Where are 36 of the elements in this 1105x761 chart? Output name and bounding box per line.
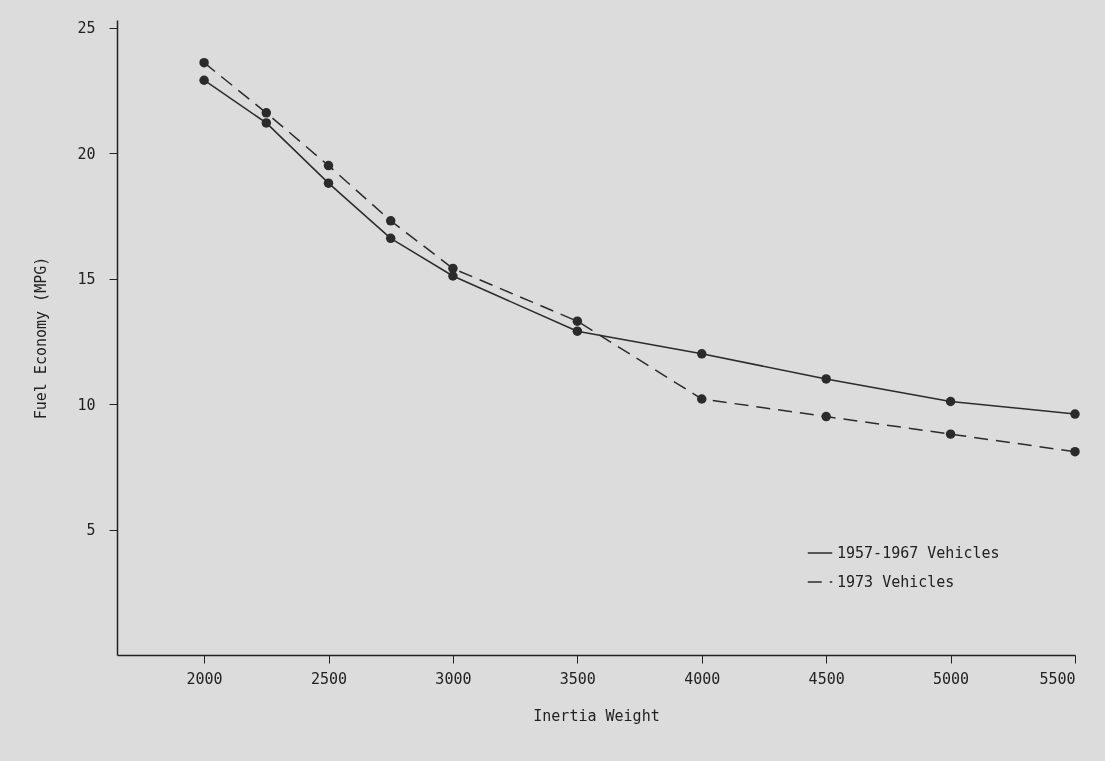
point (821, 374, 831, 384)
point (945, 396, 956, 407)
x-tick-label: 4500 (808, 669, 845, 688)
legend-label: 1957-1967 Vehicles (837, 544, 1000, 562)
point (199, 57, 209, 68)
point (697, 349, 707, 359)
x-tick-label: 3500 (559, 669, 596, 688)
legend-label: 1973 Vehicles (837, 573, 955, 591)
y-tick-label: 20 (77, 144, 96, 163)
y-tick-label: 15 (77, 270, 96, 289)
point (945, 429, 956, 439)
point (448, 263, 458, 274)
x-tick-label: 2500 (310, 669, 348, 688)
point (697, 394, 707, 404)
y-tick-label: 5 (86, 521, 96, 540)
x-tick-label: 3000 (435, 669, 472, 688)
point (385, 233, 396, 244)
point (261, 108, 272, 118)
point (261, 118, 272, 128)
point (323, 160, 334, 171)
point (385, 216, 396, 226)
point (572, 326, 583, 336)
x-tick-label: 5500 (1039, 669, 1076, 688)
y-axis-title: Fuel Economy (MPG) (32, 256, 51, 420)
point (199, 75, 209, 85)
x-tick-label: 5000 (933, 669, 970, 688)
y-tick-label: 10 (77, 395, 96, 414)
x-tick-label: 2000 (186, 669, 223, 688)
point (1070, 409, 1080, 419)
x-axis-title: Inertia Weight (533, 706, 660, 725)
y-tick-label: 25 (77, 19, 96, 38)
point (821, 411, 831, 422)
point (572, 316, 583, 326)
point (1070, 446, 1080, 457)
point (323, 178, 334, 188)
x-tick-label: 4000 (684, 669, 721, 688)
